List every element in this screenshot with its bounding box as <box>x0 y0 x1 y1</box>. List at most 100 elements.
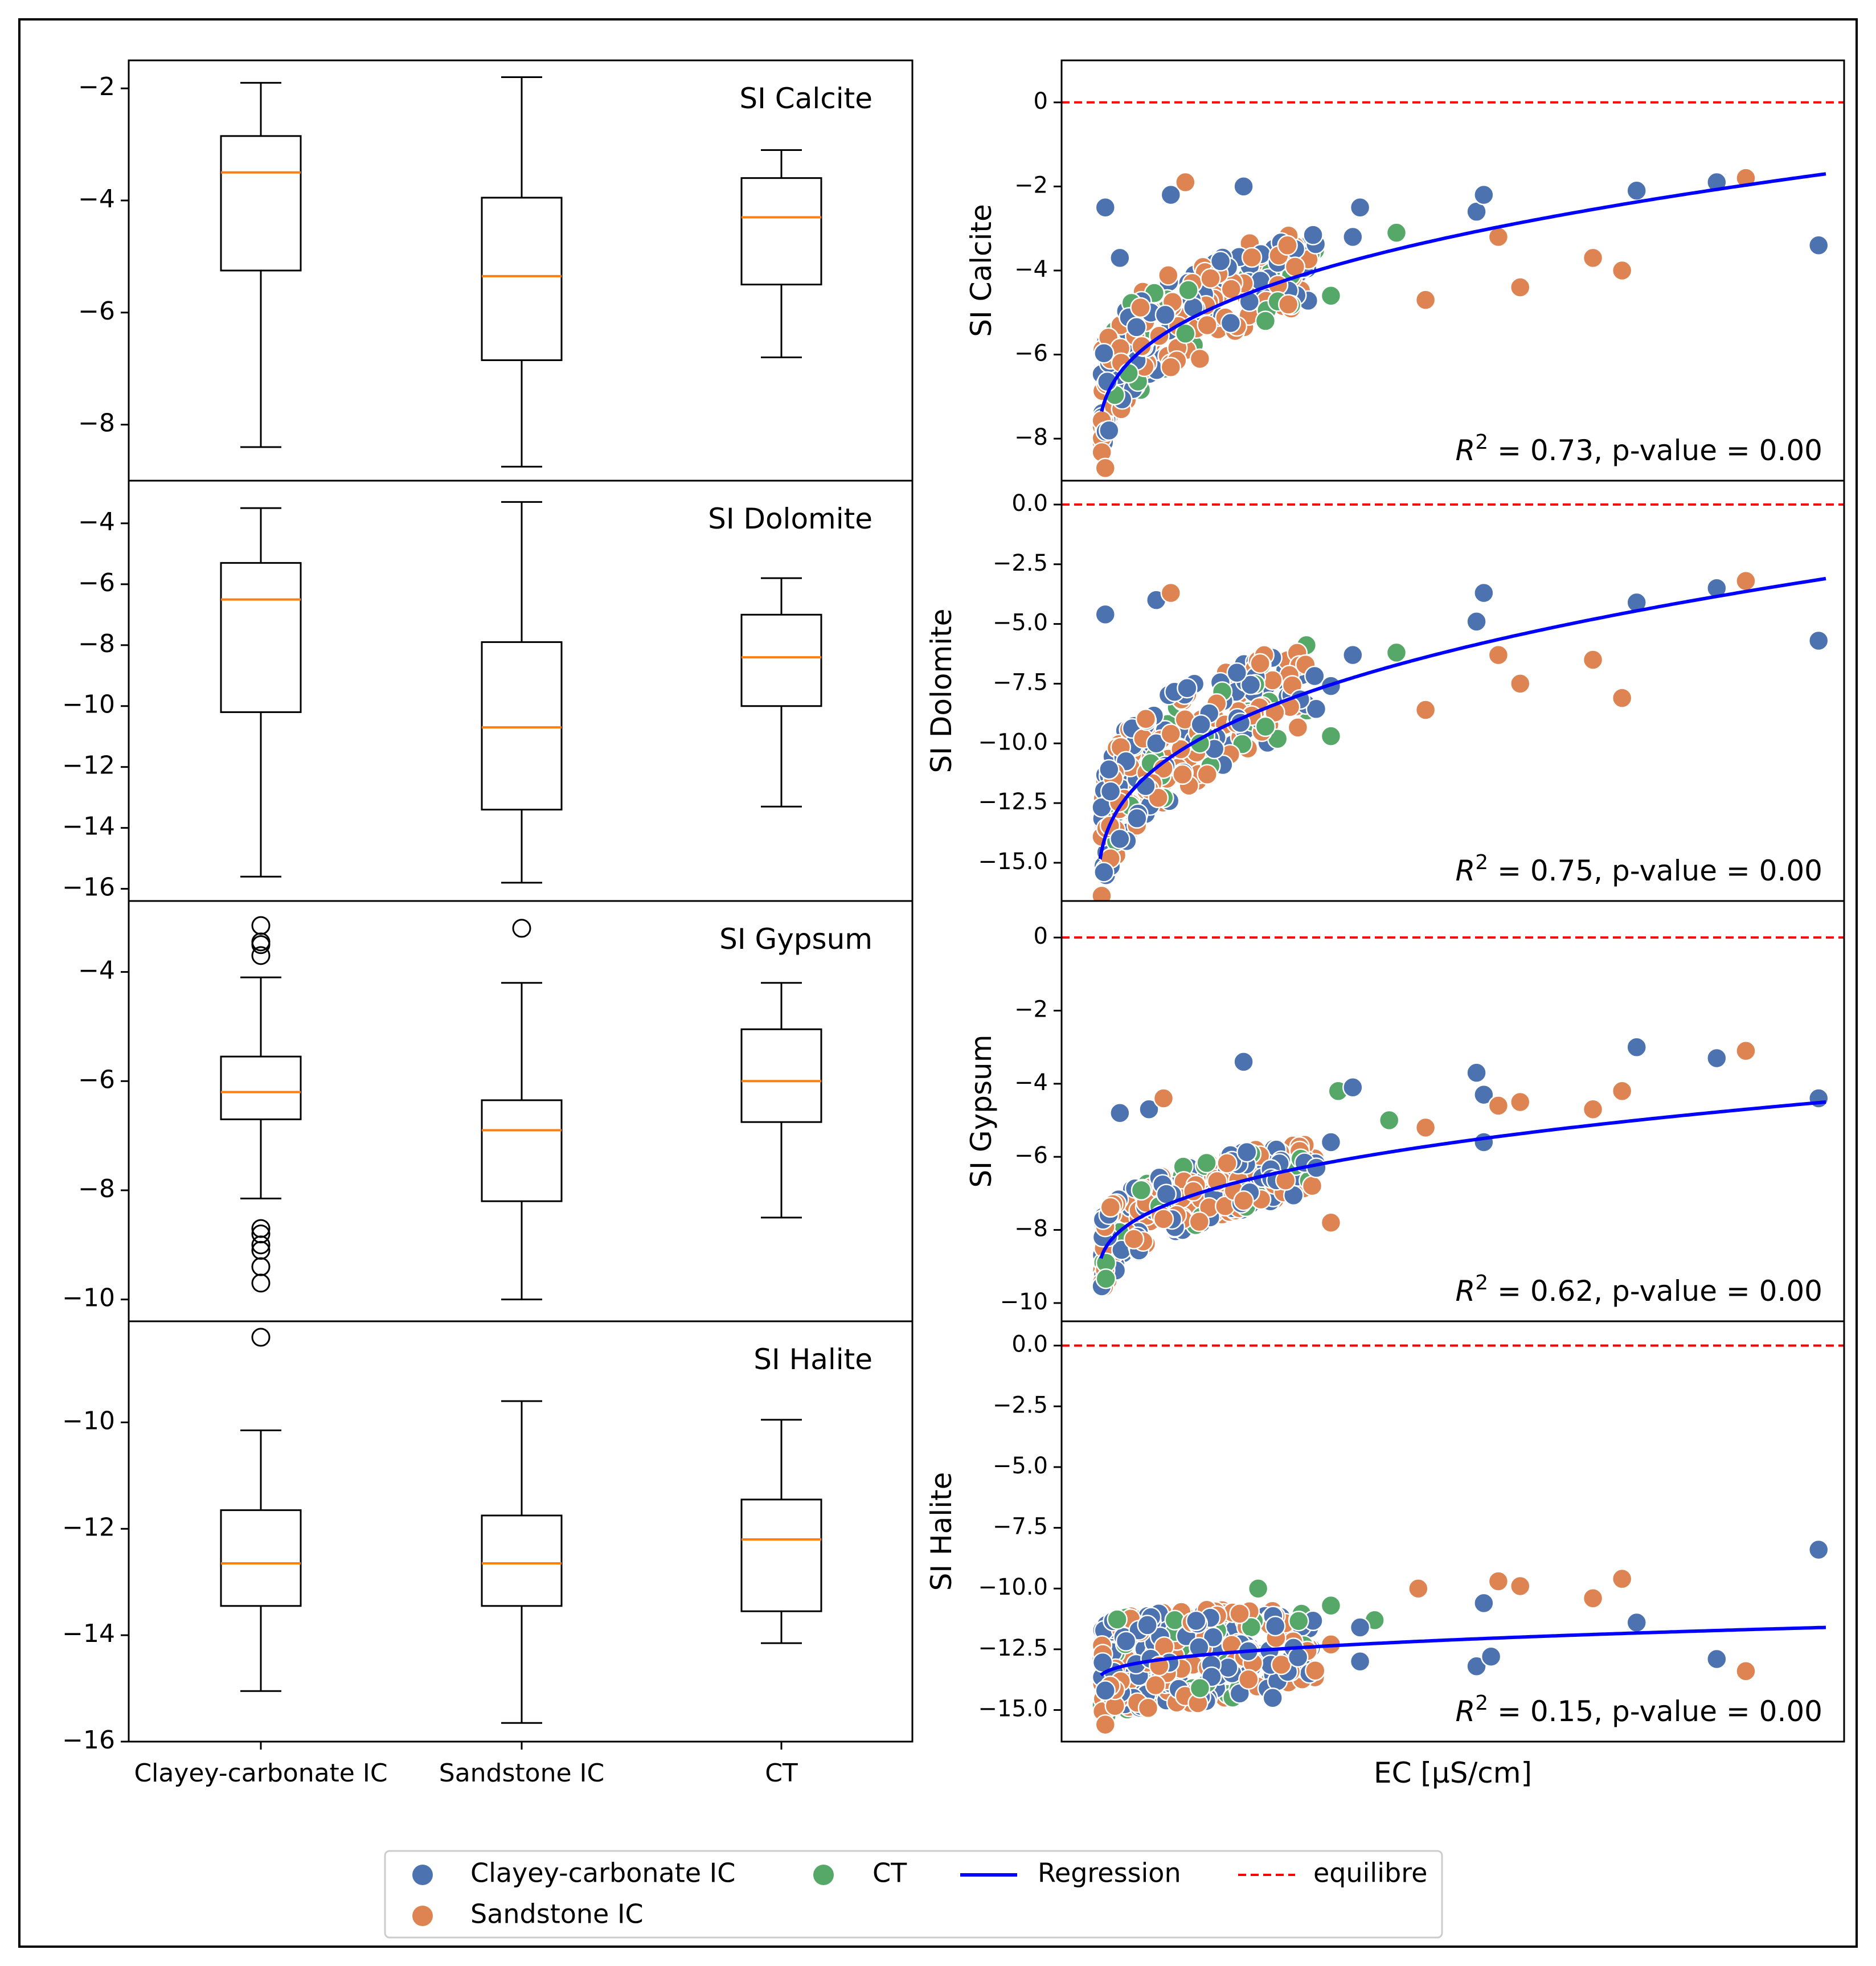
flier <box>251 916 271 935</box>
flier <box>251 946 271 965</box>
box <box>220 81 302 448</box>
figure-border <box>18 18 1858 1948</box>
y-tick-label: −6 <box>1014 341 1048 367</box>
scatter-point <box>1808 630 1829 652</box>
r2-superscript: 2 <box>1475 851 1488 874</box>
scatter-point <box>1226 662 1248 683</box>
scatter-point <box>1466 611 1487 632</box>
scatter-point <box>1196 1152 1217 1174</box>
box <box>740 1419 822 1644</box>
y-tick-label: −4 <box>78 956 115 985</box>
iqr-box <box>481 1099 563 1202</box>
scatter-point <box>1415 289 1436 310</box>
scatter-point <box>1189 1211 1210 1232</box>
y-tick-label: −5.0 <box>993 1453 1048 1479</box>
legend-label-clayey: Clayey-carbonate IC <box>470 1858 735 1889</box>
y-tick-label: −10 <box>62 1406 115 1435</box>
box-panel: −10 −8 −6 −4 SI Gypsum <box>62 916 873 1313</box>
iqr-box <box>481 196 563 361</box>
scatter-point <box>1509 673 1531 694</box>
y-tick-label: −8 <box>1014 424 1048 450</box>
scatter-point <box>1175 171 1196 193</box>
scatter-point <box>1408 1578 1429 1599</box>
scatter-point <box>1509 277 1531 298</box>
scatter-point <box>1233 1190 1254 1211</box>
scatter-point <box>1473 184 1494 206</box>
scatter-point <box>1349 1650 1371 1672</box>
iqr-box <box>740 1028 822 1123</box>
scatter-point <box>1153 1209 1174 1230</box>
legend-frame <box>384 1850 1443 1939</box>
scatter-point <box>1386 222 1407 243</box>
scatter-point <box>1145 1674 1166 1696</box>
scatter-point <box>1626 180 1647 202</box>
y-tick-label: −14 <box>62 1619 115 1648</box>
scatter-area <box>1062 1344 1844 1735</box>
scatter-point <box>1178 280 1199 301</box>
y-tick-label: −2.5 <box>993 1392 1048 1418</box>
scatter-point <box>1210 251 1231 272</box>
scatter-point <box>1099 759 1120 780</box>
scatter-point <box>1473 1132 1494 1153</box>
scatter-point <box>1305 1660 1326 1681</box>
box-title: SI Halite <box>753 1343 873 1376</box>
flier <box>251 1257 271 1276</box>
r2-superscript: 2 <box>1475 431 1488 454</box>
scatter-point <box>1190 714 1211 735</box>
scatter-point <box>1109 1102 1130 1124</box>
scatter-point <box>1158 265 1179 286</box>
scatter-point <box>1415 699 1436 720</box>
scatter-point <box>1095 1680 1116 1701</box>
scatter-point <box>1130 1179 1152 1201</box>
scatter-point <box>1320 285 1342 306</box>
r2-annotation: R2 = 0.15, p-value = 0.00 <box>1456 1691 1822 1728</box>
scatter-point <box>1488 1095 1509 1116</box>
legend: Clayey-carbonate IC CT Regression equili… <box>384 1850 1443 1939</box>
scatter-point <box>1250 653 1271 674</box>
scatter-point <box>1473 1084 1494 1105</box>
r2-symbol: R <box>1456 1275 1476 1308</box>
y-tick-label: −2 <box>1014 997 1048 1023</box>
box-panel: −8 −6 −4 −2 SI Calcite <box>78 72 873 468</box>
legend-label-equilibre: equilibre <box>1313 1858 1427 1889</box>
y-tick-label: −6 <box>1014 1142 1048 1169</box>
iqr-box <box>481 1514 563 1607</box>
iqr-box <box>740 613 822 707</box>
regression-line <box>1098 576 1826 860</box>
box <box>220 507 302 878</box>
y-tick-label: −5.0 <box>993 610 1048 636</box>
box-title: SI Dolomite <box>708 502 873 535</box>
scatter-point <box>1130 297 1151 318</box>
scatter-point <box>1305 698 1327 720</box>
y-tick-label: −8 <box>78 409 115 438</box>
scatter-point <box>1735 1040 1756 1062</box>
y-axis-label: SI Dolomite <box>925 609 958 773</box>
scatter-point <box>1200 268 1221 289</box>
flier <box>251 935 271 955</box>
scatter-point <box>1189 348 1211 370</box>
y-tick-label: −10 <box>1000 1289 1048 1315</box>
regression-line <box>1099 1100 1826 1259</box>
scatter-point <box>1488 644 1509 666</box>
iqr-box <box>220 1055 302 1120</box>
scatter-point <box>1349 1617 1371 1638</box>
y-tick-label: −7.5 <box>993 1514 1048 1540</box>
flier <box>251 1273 271 1293</box>
r2-symbol: R <box>1456 854 1476 887</box>
box <box>481 501 563 884</box>
y-tick-label: −4 <box>78 185 115 214</box>
r2-superscript: 2 <box>1475 1691 1488 1715</box>
scatter-point <box>1488 1571 1509 1592</box>
y-axis-label: SI Halite <box>925 1472 958 1591</box>
y-tick-label: −10.0 <box>978 729 1048 755</box>
scatter-point <box>1172 764 1193 785</box>
y-tick-label: −10 <box>62 1284 115 1313</box>
scatter-point <box>1626 1037 1647 1058</box>
y-tick-label: −12 <box>62 1513 115 1542</box>
scatter-point <box>1123 1228 1145 1250</box>
scatter-point <box>1145 733 1167 754</box>
scatter-point <box>1175 323 1196 344</box>
scatter-point <box>1154 304 1176 326</box>
iqr-box <box>740 1498 822 1612</box>
